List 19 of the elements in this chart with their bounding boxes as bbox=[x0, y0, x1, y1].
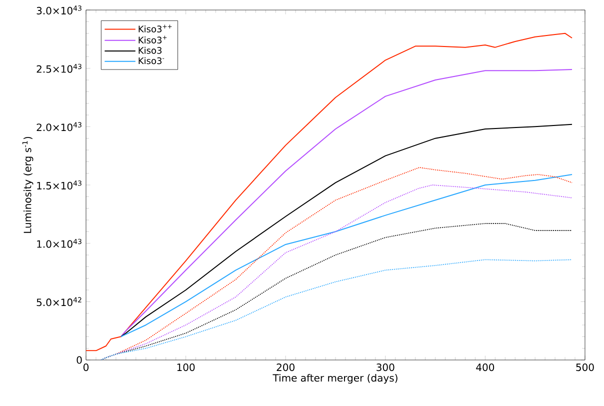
x-tick-label: 400 bbox=[476, 364, 494, 372]
y-tick-label: 2.0×10$^{43}$ bbox=[36, 122, 82, 132]
legend-label: Kiso3$^{+}$ bbox=[138, 36, 167, 44]
x-tick-label: 500 bbox=[576, 364, 594, 372]
legend-label: Kiso3$^{++}$ bbox=[138, 24, 172, 32]
y-tick-label: 0 bbox=[76, 356, 82, 364]
y-tick-label: 1.0×10$^{43}$ bbox=[37, 238, 82, 248]
x-tick-label: 200 bbox=[276, 364, 294, 372]
y-axis-title: Luminosity (erg s$^{-1}$) bbox=[22, 136, 34, 233]
y-tick-label: 5.0×10$^{42}$ bbox=[36, 297, 82, 306]
legend-label: Kiso3$^{-}$ bbox=[138, 57, 164, 64]
y-tick-label: 2.5×10$^{43}$ bbox=[36, 64, 82, 73]
x-axis-title: Time after merger (days) bbox=[272, 374, 398, 384]
y-tick-label: 3.0×10$^{43}$ bbox=[36, 6, 82, 14]
x-tick-label: 0 bbox=[83, 364, 89, 372]
y-tick-label: 1.5×10$^{43}$ bbox=[37, 180, 82, 190]
x-tick-label: 300 bbox=[376, 364, 394, 372]
x-tick-label: 100 bbox=[177, 364, 195, 372]
legend-label: Kiso3 bbox=[138, 46, 162, 54]
